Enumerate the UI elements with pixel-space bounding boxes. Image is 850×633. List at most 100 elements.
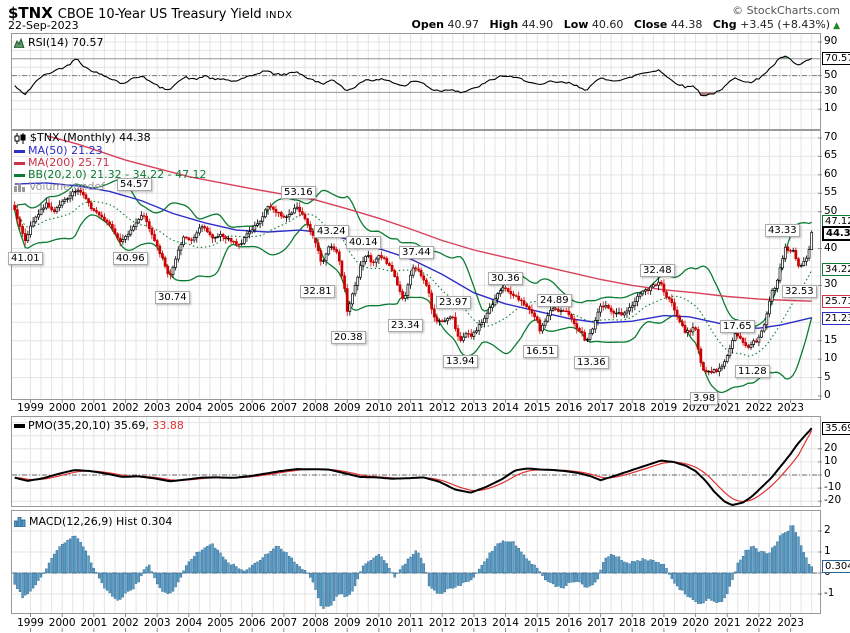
macd-axis-label: 2 xyxy=(824,524,831,536)
ma50-line-icon xyxy=(14,149,25,153)
price-annotation: 53.16 xyxy=(281,186,316,199)
price-annotation: 43.24 xyxy=(314,225,349,238)
x-axis-year-label: 2005 xyxy=(207,402,234,414)
price-annotation: 17.65 xyxy=(720,320,755,333)
stockcharts-watermark: © StockCharts.com xyxy=(732,4,840,17)
pmo-axis-label: 10 xyxy=(824,454,838,467)
price-annotation: 32.48 xyxy=(640,264,675,277)
x-axis-year-label: 2002 xyxy=(112,617,139,629)
pmo-signal-value: 33.88 xyxy=(152,419,184,432)
x-axis-year-label: 2006 xyxy=(238,617,266,629)
pmo-axis-label: 20 xyxy=(824,441,838,454)
chart-header: $TNX CBOE 10-Year US Treasury Yield INDX xyxy=(8,3,293,22)
x-axis-year-label: 2013 xyxy=(460,402,488,414)
close-value: 44.38 xyxy=(670,18,703,31)
last-price-value-box: 44.38 xyxy=(822,226,850,241)
price-annotation: 40.96 xyxy=(113,252,148,265)
x-axis-year-label: 2022 xyxy=(745,402,773,414)
price-axis-label: 50 xyxy=(824,204,838,217)
pmo-legend-label: PMO(35,20,10) 35.69, xyxy=(28,419,149,432)
x-axis-year-label: 2007 xyxy=(270,402,298,414)
chart-date: 22-Sep-2023 xyxy=(8,19,79,32)
macd-bars-icon xyxy=(13,516,26,528)
x-axis-year-label: 2001 xyxy=(80,617,108,629)
ohlc-quote-bar: Open 40.97 High 44.90 Low 40.60 Close 44… xyxy=(404,18,840,31)
x-axis-year-label: 2007 xyxy=(270,617,298,629)
price-annotation: 43.33 xyxy=(765,224,800,237)
ma200-line-icon xyxy=(14,161,25,165)
x-axis-year-label: 2020 xyxy=(682,402,709,414)
price-axis-label: 10 xyxy=(824,352,838,365)
price-annotation: 30.36 xyxy=(488,272,523,285)
price-annotation: 16.51 xyxy=(523,345,558,358)
x-axis-year-label: 2019 xyxy=(650,402,678,414)
macd-value-box: 0.304 xyxy=(822,560,850,573)
x-axis-year-label: 2019 xyxy=(650,617,678,629)
x-axis-year-label: 2023 xyxy=(777,402,804,414)
macd-legend-label: MACD(12,26,9) Hist 0.304 xyxy=(29,515,173,528)
rsi-area-icon xyxy=(13,37,25,49)
price-axis-label: 40 xyxy=(824,241,838,254)
x-axis-year-label: 2021 xyxy=(713,617,741,629)
symbol: $TNX xyxy=(8,4,53,22)
price-annotation: 13.36 xyxy=(574,356,609,369)
price-axis-label: 30 xyxy=(824,278,838,291)
price-axis-label: 55 xyxy=(824,186,838,199)
x-axis-year-label: 2018 xyxy=(618,402,646,414)
rsi-axis-label: 30 xyxy=(824,85,838,98)
x-axis-year-label: 2011 xyxy=(397,402,424,414)
price-axis-label: 65 xyxy=(824,149,838,162)
price-annotation: 11.28 xyxy=(735,365,770,378)
low-value: 40.60 xyxy=(591,18,624,31)
volume-legend: Volume undef xyxy=(14,181,105,193)
x-axis-year-label: 2021 xyxy=(713,402,741,414)
x-axis-year-label: 2014 xyxy=(492,402,519,414)
price-axis-label: 0 xyxy=(824,389,831,401)
price-annotation: 37.44 xyxy=(399,246,434,259)
pmo-line-icon xyxy=(14,424,25,428)
x-axis-year-label: 2013 xyxy=(460,617,488,629)
x-axis-year-label: 2008 xyxy=(302,617,329,629)
x-axis-year-label: 2008 xyxy=(302,402,329,414)
volume-legend-label: Volume undef xyxy=(29,180,105,193)
x-axis-year-label: 1999 xyxy=(17,617,44,629)
price-axis-label: 60 xyxy=(824,167,838,180)
macd-legend: MACD(12,26,9) Hist 0.304 xyxy=(13,515,173,528)
candlestick-icon xyxy=(14,132,26,144)
open-value: 40.97 xyxy=(447,18,480,31)
x-axis-year-label: 2023 xyxy=(777,617,804,629)
price-annotation: 41.01 xyxy=(8,252,43,265)
x-axis-year-label: 2003 xyxy=(143,617,171,629)
bb-middle-value-box: 34.22 xyxy=(822,263,850,276)
price-legend-label: $TNX (Monthly) 44.38 xyxy=(30,131,151,144)
x-axis-year-label: 2005 xyxy=(207,617,234,629)
chg-value: +3.45 (+8.43%) xyxy=(740,18,831,31)
price-annotation: 20.38 xyxy=(331,331,366,344)
exchange-label: INDX xyxy=(265,10,293,21)
page-title: CBOE 10-Year US Treasury Yield xyxy=(57,7,262,22)
price-annotation: 30.74 xyxy=(155,291,190,304)
price-annotation: 32.81 xyxy=(300,285,335,298)
pmo-axis-label: -10 xyxy=(824,481,842,494)
x-axis-year-label: 2015 xyxy=(523,402,551,414)
x-axis-year-label: 2006 xyxy=(238,402,266,414)
price-annotation: 3.98 xyxy=(690,392,719,405)
bollinger-line-icon xyxy=(14,173,25,177)
price-legend-symbol: $TNX (Monthly) 44.38 xyxy=(14,132,151,144)
x-axis-year-label: 2002 xyxy=(112,402,139,414)
macd-axis-label: 1 xyxy=(824,545,831,557)
x-axis-year-label: 2009 xyxy=(333,402,361,414)
x-axis-year-label: 2012 xyxy=(428,617,456,629)
x-axis-year-label: 2017 xyxy=(587,617,614,629)
price-annotation: 24.89 xyxy=(537,294,572,307)
x-axis-year-label: 2009 xyxy=(333,617,361,629)
price-annotation: 23.97 xyxy=(436,296,471,309)
rsi-value-box: 70.57 xyxy=(822,52,850,65)
price-axis-label: 5 xyxy=(824,370,831,383)
open-label: Open xyxy=(411,18,444,31)
price-annotation: 13.94 xyxy=(443,355,478,368)
x-axis-year-label: 2014 xyxy=(492,617,519,629)
x-axis-year-label: 2001 xyxy=(80,402,108,414)
x-axis-year-label: 2016 xyxy=(555,402,583,414)
